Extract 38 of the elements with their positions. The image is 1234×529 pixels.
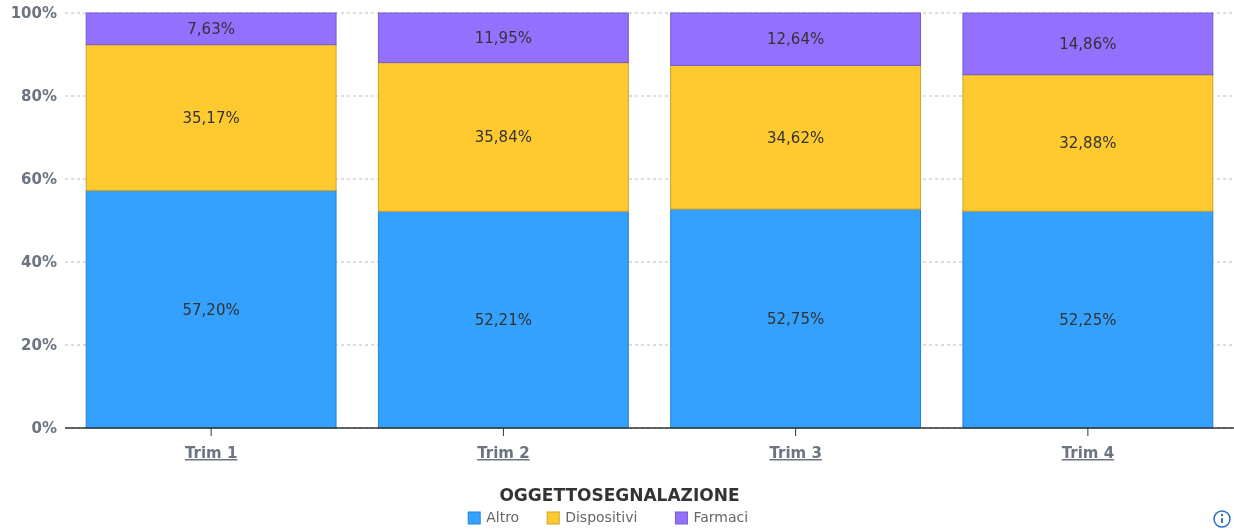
- y-tick-label: 60%: [21, 170, 57, 189]
- data-label: 52,75%: [767, 309, 825, 328]
- bar: [85, 44, 337, 192]
- x-tick-label: Trim 1: [184, 444, 238, 462]
- y-tick-label: 40%: [21, 253, 57, 272]
- data-label: 52,25%: [1059, 310, 1117, 329]
- y-tick-label: 80%: [21, 87, 57, 106]
- y-tick-label: 100%: [10, 4, 57, 23]
- data-label: 34,62%: [767, 128, 825, 147]
- data-label: 11,95%: [474, 29, 532, 48]
- bar: [377, 62, 629, 212]
- legend-label: Dispositivi: [565, 509, 638, 525]
- data-label: 14,86%: [1059, 35, 1117, 54]
- x-tick-label: Trim 4: [1061, 444, 1115, 462]
- data-label: 12,64%: [767, 30, 825, 49]
- x-tick-label: Trim 3: [769, 444, 822, 462]
- bar: [85, 190, 337, 429]
- x-tick-label: Trim 2: [477, 444, 530, 462]
- data-label: 32,88%: [1059, 134, 1117, 153]
- bar: [962, 210, 1214, 429]
- data-label: 52,21%: [474, 310, 532, 329]
- y-tick-label: 20%: [21, 336, 57, 355]
- bar: [670, 208, 922, 429]
- bar: [670, 12, 922, 66]
- legend-label: Farmaci: [693, 509, 749, 525]
- bar: [85, 12, 337, 46]
- bar: [670, 64, 922, 210]
- bar: [962, 74, 1214, 212]
- legend-title: OGGETTOSEGNALAZIONE: [499, 485, 740, 505]
- bar: [377, 12, 629, 64]
- data-label: 57,20%: [182, 300, 240, 319]
- bar: [962, 12, 1214, 76]
- legend-label: Altro: [486, 509, 520, 525]
- bar: [377, 210, 629, 429]
- data-label: 35,84%: [474, 128, 532, 147]
- y-tick-label: 0%: [31, 419, 57, 438]
- data-label: 35,17%: [182, 108, 240, 127]
- data-label: 7,63%: [187, 20, 235, 39]
